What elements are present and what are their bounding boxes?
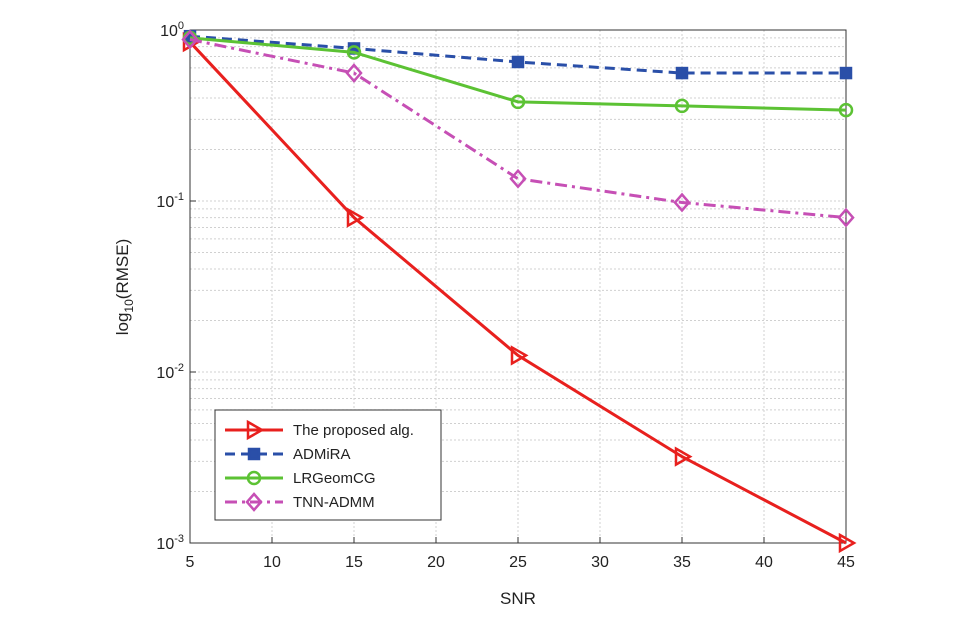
marker [510,345,529,366]
marker [509,168,527,189]
marker [346,45,362,60]
legend-marker [247,447,261,461]
marker [675,66,689,80]
y-tick-exp: -3 [174,533,184,545]
marker [673,192,691,213]
marker [511,55,525,69]
y-tick-exp: -1 [174,191,184,203]
marker [345,63,363,83]
y-axis-label: log10(RMSE) [113,239,136,336]
series-line [189,36,847,112]
legend-label: TNN-ADMM [293,494,375,511]
x-tick-label: 20 [427,554,445,571]
legend-marker [245,492,263,512]
y-tick-label: 10-3 [156,533,184,553]
marker [837,207,855,228]
y-tick-base: 10 [156,536,174,553]
y-tick-exp: -2 [174,362,184,374]
y-label-suffix: (RMSE) [113,239,132,299]
y-tick-base: 10 [156,365,174,382]
x-tick-label: 25 [509,554,527,571]
x-tick-label: 30 [591,554,609,571]
y-tick-base: 10 [160,23,178,40]
series-line [189,38,847,220]
marker [838,532,857,554]
series-line [188,41,847,545]
marker [674,446,693,467]
plot-frame [189,29,847,544]
legend-label: The proposed alg. [293,422,414,439]
y-tick-label: 100 [160,20,184,40]
legend-marker [246,470,262,486]
y-tick-base: 10 [156,194,174,211]
x-tick-label: 35 [673,554,691,571]
marker [346,207,365,228]
legend-marker [246,419,265,441]
x-axis-label: SNR [500,589,536,608]
y-tick-label: 10-1 [156,191,184,211]
x-tick-label: 45 [837,554,855,571]
marker [510,94,526,110]
marker [839,66,853,80]
x-tick-label: 15 [345,554,363,571]
y-tick-label: 10-2 [156,362,184,382]
marker [838,102,854,118]
x-tick-label: 5 [186,554,195,571]
x-tick-label: 40 [755,554,773,571]
legend-label: LRGeomCG [293,470,376,487]
y-label-subscript: 10 [122,299,136,313]
y-tick-exp: 0 [178,20,184,32]
marker [674,98,690,114]
legend-label: ADMiRA [293,446,351,463]
y-label-prefix: log [113,313,132,336]
marker [181,29,199,50]
x-tick-label: 10 [263,554,281,571]
